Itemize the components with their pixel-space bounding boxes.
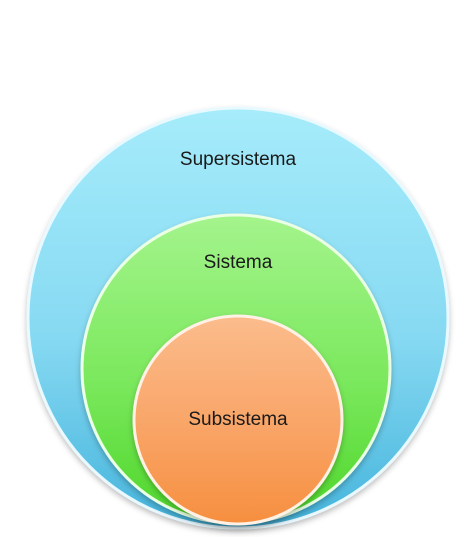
- sistema-label: Sistema: [204, 252, 273, 273]
- supersistema-label: Supersistema: [180, 149, 297, 170]
- subsistema-label: Subsistema: [188, 409, 288, 430]
- subsistema-circle: Subsistema: [132, 314, 344, 526]
